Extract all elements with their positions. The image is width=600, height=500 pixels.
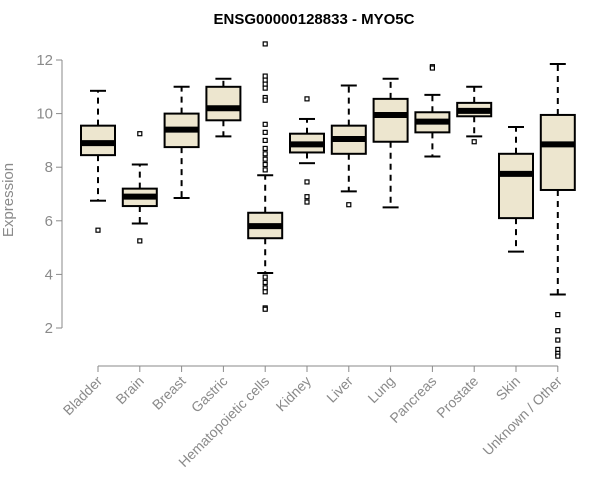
y-tick-label: 12	[36, 52, 53, 69]
iqr-box	[372, 97, 409, 143]
box-lung	[372, 77, 409, 209]
x-tick-label: Breast	[149, 373, 189, 413]
outlier-point	[137, 131, 143, 137]
y-axis-label: Expression	[0, 163, 17, 237]
outlier-point	[346, 202, 352, 208]
outlier-point	[262, 306, 268, 312]
outlier-point	[262, 41, 268, 47]
iqr-box	[498, 152, 534, 220]
x-tick-label: Prostate	[433, 373, 481, 421]
outlier-point	[304, 96, 310, 102]
y-tick-label: 10	[36, 106, 53, 123]
outlier-point	[555, 328, 561, 334]
outlier-point	[262, 81, 268, 87]
iqr-box	[539, 113, 576, 191]
box-pancreas	[414, 64, 451, 158]
x-tick-label: Kidney	[273, 373, 315, 415]
y-tick-label: 2	[45, 320, 53, 337]
y-tick-label: 8	[45, 159, 53, 176]
outlier-point	[262, 151, 268, 157]
outlier-point	[555, 312, 561, 318]
box-hematopoietic-cells	[247, 41, 284, 312]
outlier-point	[262, 121, 268, 127]
y-axis: 2 4 6 8 10 12	[36, 52, 63, 337]
x-tick-label: Bladder	[60, 373, 106, 419]
box-breast	[163, 85, 200, 200]
boxplot-series	[80, 41, 576, 359]
outlier-point	[262, 77, 268, 83]
x-tick-label: Lung	[364, 373, 397, 406]
outlier-point	[555, 337, 561, 343]
outlier-point	[304, 179, 310, 185]
outlier-point	[137, 238, 143, 244]
chart-title: ENSG00000128833 - MYO5C	[214, 11, 415, 28]
y-tick-label: 6	[45, 213, 53, 230]
x-tick-label: Skin	[493, 373, 524, 404]
outlier-point	[262, 285, 268, 291]
outlier-point	[262, 97, 268, 103]
box-bladder	[80, 89, 116, 233]
outlier-point	[262, 279, 268, 286]
box-unknown-other	[539, 63, 576, 359]
outlier-point	[262, 73, 268, 79]
outlier-point	[262, 289, 268, 295]
x-tick-label: Liver	[323, 373, 356, 406]
outlier-point	[262, 129, 268, 135]
box-gastric	[205, 77, 242, 138]
outlier-point	[471, 139, 477, 145]
box-liver	[330, 84, 367, 208]
outlier-point	[429, 65, 435, 71]
box-skin	[498, 126, 534, 253]
x-tick-label: Brain	[112, 373, 146, 407]
outlier-point	[304, 199, 310, 205]
iqr-box	[205, 85, 242, 122]
outlier-point	[95, 227, 101, 233]
outlier-point	[262, 137, 268, 143]
outlier-point	[262, 156, 268, 162]
box-kidney	[289, 96, 325, 205]
outlier-point	[304, 194, 310, 200]
outlier-point	[262, 167, 268, 173]
box-brain	[121, 131, 158, 244]
outlier-point	[262, 161, 268, 168]
y-tick-label: 4	[45, 266, 53, 283]
outlier-point	[262, 145, 268, 152]
outlier-point	[262, 274, 268, 280]
outlier-point	[555, 353, 561, 359]
box-prostate	[456, 85, 493, 145]
x-tick-label: Unknown / Other	[479, 373, 565, 459]
outlier-point	[262, 85, 268, 91]
outlier-point	[555, 346, 561, 353]
